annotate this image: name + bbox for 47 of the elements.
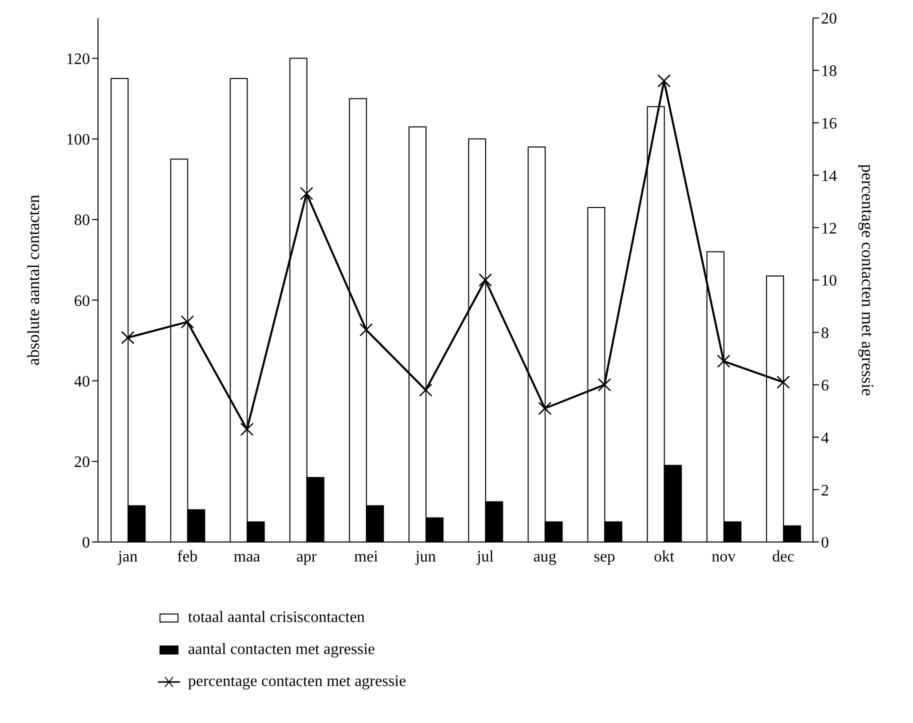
y-tick-label: 20 xyxy=(74,454,90,472)
y2-tick-label: 18 xyxy=(821,63,837,80)
y2-tick-label: 12 xyxy=(821,220,837,238)
x-tick-label: jan xyxy=(117,548,138,566)
y2-tick-label: 14 xyxy=(821,168,837,185)
y2-tick-label: 4 xyxy=(821,430,829,447)
x-tick-label: maa xyxy=(234,548,260,566)
point xyxy=(716,354,730,368)
x-tick-label: okt xyxy=(654,548,675,566)
point xyxy=(776,376,790,389)
y2-tick-label: 8 xyxy=(821,325,829,342)
y2-tick-label: 10 xyxy=(821,272,837,290)
point xyxy=(300,186,314,200)
point xyxy=(657,74,671,88)
x-tick-label: apr xyxy=(296,548,318,566)
y-tick-label: 80 xyxy=(74,212,90,230)
legend-label: aantal contacten met agressie xyxy=(188,641,376,659)
x-tick-label: jun xyxy=(414,548,436,566)
point xyxy=(598,378,612,392)
legend-label: totaal aantal crisiscontacten xyxy=(188,609,365,627)
x-tick-label: aug xyxy=(533,548,556,566)
point xyxy=(478,273,492,287)
y2-axis-title: percentage contacten met agressie xyxy=(858,164,877,396)
x-tick-label: feb xyxy=(177,548,198,566)
x-tick-label: dec xyxy=(772,548,794,566)
point xyxy=(121,330,134,344)
point xyxy=(419,383,432,397)
y-tick-label: 120 xyxy=(66,50,90,68)
y2-tick-label: 20 xyxy=(821,10,837,28)
point xyxy=(180,315,194,329)
y2-tick-label: 16 xyxy=(821,115,837,132)
y2-tick-label: 6 xyxy=(821,377,829,394)
y2-tick-label: 2 xyxy=(821,482,829,500)
legend-label: percentage contacten met agressie xyxy=(188,673,406,691)
point xyxy=(538,402,552,416)
x-tick-label: mei xyxy=(354,548,379,566)
y-tick-label: 0 xyxy=(82,534,90,552)
x-tick-label: sep xyxy=(594,548,616,566)
y-tick-label: 100 xyxy=(66,132,90,149)
y2-tick-label: 0 xyxy=(821,534,829,552)
x-tick-label: jul xyxy=(476,548,494,566)
point xyxy=(359,323,373,336)
y-tick-label: 40 xyxy=(74,373,90,390)
point xyxy=(240,422,254,436)
y-axis-title: absolute aantal contacten xyxy=(24,194,44,366)
x-tick-label: nov xyxy=(712,548,736,566)
y-tick-label: 60 xyxy=(74,292,90,310)
